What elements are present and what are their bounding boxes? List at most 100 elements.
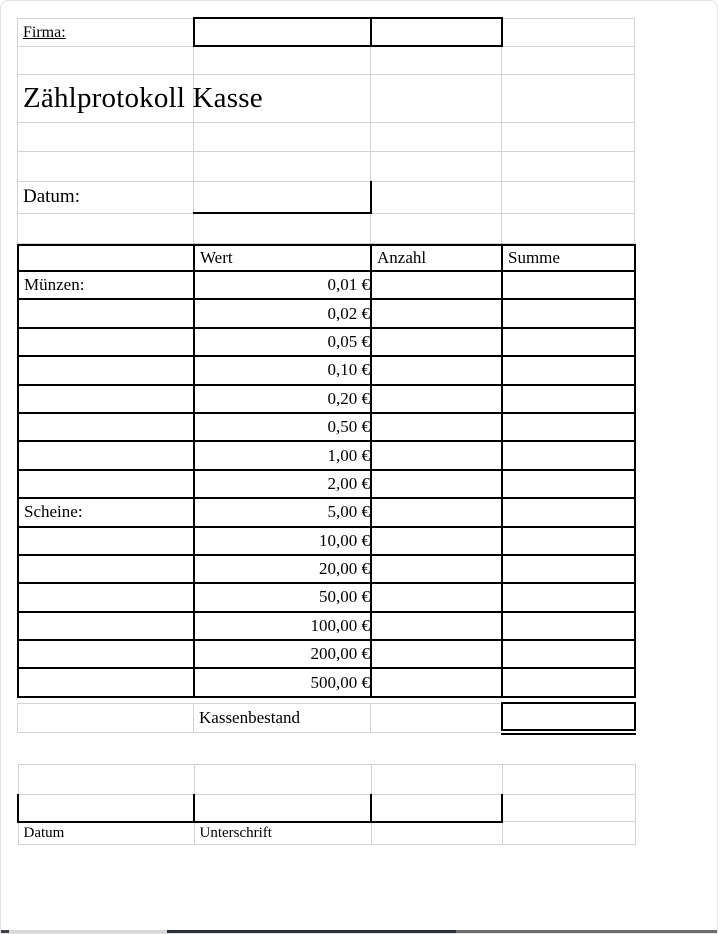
empty-cell (501, 45, 635, 75)
anzahl-input-cell[interactable] (370, 497, 503, 528)
empty-cell (501, 17, 635, 47)
empty-cell (370, 150, 502, 182)
firma-label-cell: Firma: (17, 17, 194, 47)
signature-extra-cell[interactable] (370, 794, 503, 823)
summe-input-cell[interactable] (501, 326, 636, 358)
datum-input-cell[interactable] (193, 180, 372, 214)
datum-label: Datum: (23, 186, 80, 207)
wert-cell: 0,50 € (193, 411, 372, 443)
summe-input-cell[interactable] (501, 610, 636, 642)
anzahl-input-cell[interactable] (370, 525, 503, 556)
anzahl-input-cell[interactable] (370, 411, 503, 443)
anzahl-input-cell[interactable] (370, 610, 503, 642)
summe-input-cell[interactable] (501, 298, 636, 329)
anzahl-input-cell[interactable] (370, 582, 503, 613)
empty-cell (17, 45, 194, 75)
summe-input-cell[interactable] (501, 383, 636, 414)
header-grid: Firma: Zählprotokoll Kasse (17, 17, 635, 244)
table-row: 0,02 € (17, 298, 636, 329)
firma-input-cell-1[interactable] (192, 17, 372, 47)
col-header-wert: Wert (193, 244, 372, 272)
signature-date-cell[interactable] (17, 794, 195, 823)
footer-unterschrift-label: Unterschrift (193, 821, 372, 845)
anzahl-input-cell[interactable] (370, 298, 503, 329)
table-row: 0,20 € (17, 383, 636, 414)
footer-datum-label: Datum (17, 821, 195, 845)
count-table-header-row: Wert Anzahl Summe (17, 244, 636, 272)
table-row: 100,00 € (17, 610, 636, 642)
anzahl-input-cell[interactable] (370, 667, 503, 698)
signature-grid: Datum Unterschrift (17, 764, 636, 845)
summe-input-cell[interactable] (501, 411, 636, 443)
table-row: 500,00 € (17, 667, 636, 698)
summe-input-cell[interactable] (501, 667, 636, 698)
group-label-cell (17, 525, 195, 556)
wert-cell: 500,00 € (193, 667, 372, 698)
anzahl-input-cell[interactable] (370, 326, 503, 358)
group-label-cell (17, 667, 195, 698)
summe-input-cell[interactable] (501, 468, 636, 500)
title-cell: Zählprotokoll Kasse (17, 73, 263, 123)
empty-cell (501, 794, 636, 822)
anzahl-input-cell[interactable] (370, 553, 503, 585)
empty-cell (17, 212, 194, 244)
spacer-row (17, 45, 635, 75)
bar-segment-dark[interactable] (167, 930, 456, 933)
spacer-row (17, 121, 635, 152)
bar-segment-light (9, 930, 167, 933)
empty-cell (501, 212, 635, 244)
wert-cell: 0,05 € (193, 326, 372, 358)
page-title: Zählprotokoll Kasse (23, 81, 263, 114)
anzahl-input-cell[interactable] (370, 639, 503, 670)
empty-cell (370, 821, 503, 845)
empty-cell (501, 821, 636, 845)
empty-cell (17, 764, 195, 795)
kassenbestand-total-cell[interactable] (500, 702, 636, 735)
anzahl-input-cell[interactable] (370, 269, 503, 301)
empty-cell (370, 212, 502, 244)
summe-input-cell[interactable] (501, 440, 636, 471)
wert-cell: 0,01 € (193, 269, 372, 301)
summe-input-cell[interactable] (501, 269, 636, 301)
summe-input-cell[interactable] (501, 582, 636, 613)
wert-cell: 1,00 € (193, 440, 372, 471)
summe-input-cell[interactable] (501, 355, 636, 386)
summe-input-cell[interactable] (501, 497, 636, 528)
kassenbestand-tr: Kassenbestand (17, 702, 636, 735)
group-label-cell (17, 383, 195, 414)
empty-cell (370, 121, 502, 152)
wert-cell: 200,00 € (193, 639, 372, 670)
corner-cell (17, 244, 195, 272)
table-row: 0,05 € (17, 326, 636, 358)
window-bottom-bar (1, 930, 717, 933)
summe-input-cell[interactable] (501, 525, 636, 556)
empty-cell (193, 121, 371, 152)
anzahl-input-cell[interactable] (370, 440, 503, 471)
wert-cell: 0,02 € (193, 298, 372, 329)
datum-row: Datum: (17, 180, 635, 214)
empty-cell (370, 73, 502, 123)
summe-input-cell[interactable] (501, 553, 636, 585)
table-row: 0,10 € (17, 355, 636, 386)
anzahl-input-cell[interactable] (370, 355, 503, 386)
kassenbestand-row: Kassenbestand (17, 702, 636, 735)
group-label-cell: Scheine: (17, 497, 195, 528)
firma-input-cell-2[interactable] (369, 17, 503, 47)
empty-cell (370, 702, 502, 733)
table-row: Scheine: 5,00 € (17, 497, 636, 528)
empty-cell (501, 73, 635, 123)
anzahl-input-cell[interactable] (370, 383, 503, 414)
wert-cell: 100,00 € (193, 610, 372, 642)
empty-cell (193, 764, 372, 795)
anzahl-input-cell[interactable] (370, 468, 503, 500)
firma-label: Firma: (23, 24, 66, 41)
empty-cell (193, 150, 371, 182)
summe-input-cell[interactable] (501, 639, 636, 670)
title-row: Zählprotokoll Kasse (17, 73, 635, 123)
signature-cell[interactable] (193, 794, 372, 823)
table-row: 50,00 € (17, 582, 636, 613)
col-header-summe: Summe (501, 244, 636, 272)
wert-cell: 2,00 € (193, 468, 372, 500)
wert-cell: 20,00 € (193, 553, 372, 585)
